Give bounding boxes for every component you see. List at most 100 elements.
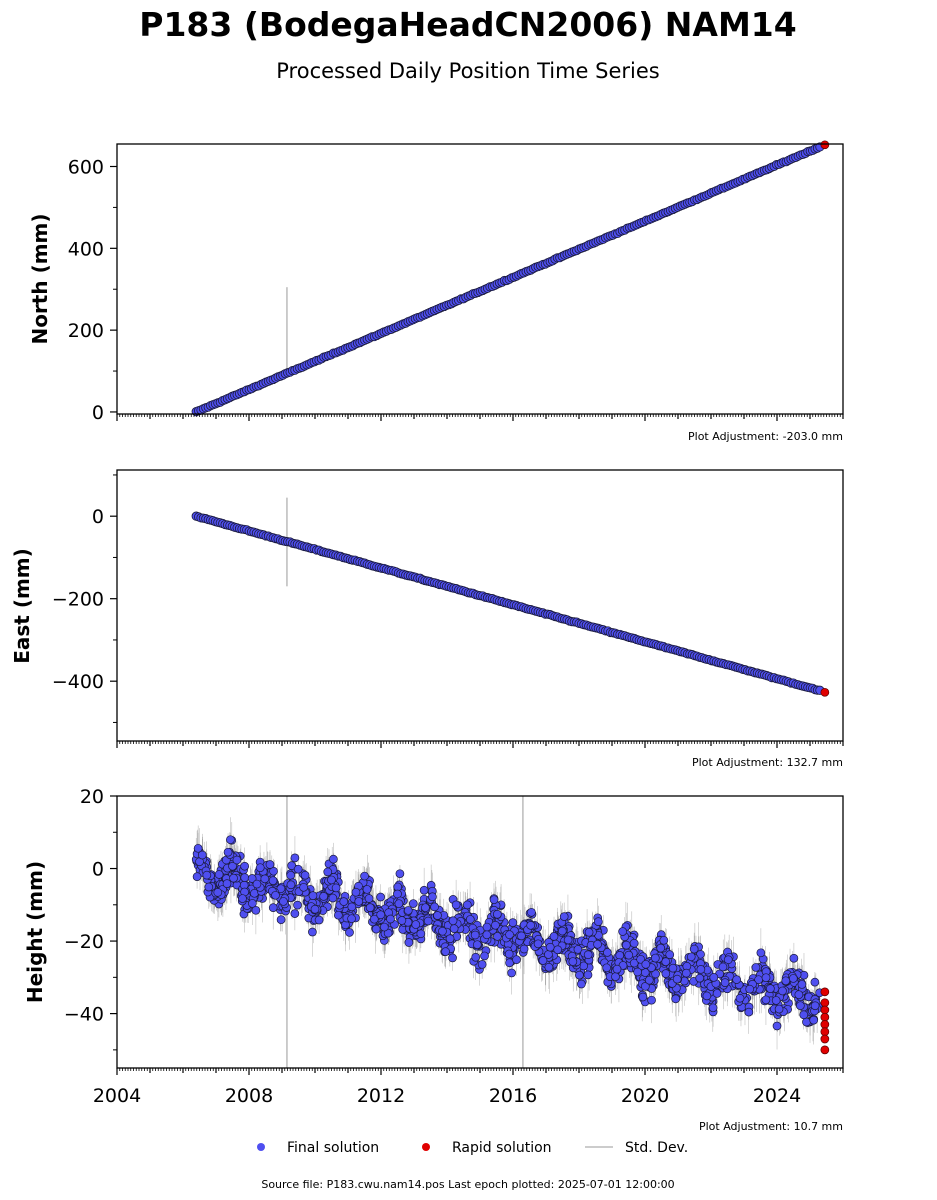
height-final-point xyxy=(386,914,395,924)
height-final-point xyxy=(611,972,620,982)
height-ytick-label: −40 xyxy=(64,1004,104,1026)
legend-stddev-label: Std. Dev. xyxy=(625,1140,688,1156)
height-final-point xyxy=(327,875,336,885)
north-ytick-label: 400 xyxy=(68,238,104,260)
height-final-point xyxy=(376,910,386,920)
height-rapid-point xyxy=(820,1034,830,1044)
height-final-point xyxy=(686,952,696,962)
height-final-point xyxy=(756,948,766,958)
height-final-point xyxy=(448,916,458,926)
height-final-point xyxy=(723,955,733,965)
xtick-label: 2020 xyxy=(621,1085,669,1107)
height-final-point xyxy=(279,897,288,906)
height-final-point xyxy=(689,944,699,954)
height-ytick-label: 20 xyxy=(80,786,104,808)
legend-final-label: Final solution xyxy=(287,1140,379,1156)
height-final-point xyxy=(204,882,214,892)
height-final-point xyxy=(659,935,669,945)
height-final-point xyxy=(448,953,457,963)
height-final-point xyxy=(433,911,442,920)
height-final-point xyxy=(214,870,224,879)
height-final-point xyxy=(441,947,450,956)
height-final-point xyxy=(470,930,480,940)
height-final-point xyxy=(640,982,650,991)
height-final-point xyxy=(810,977,820,987)
height-final-point xyxy=(583,950,593,960)
height-final-point xyxy=(364,894,374,903)
height-final-point xyxy=(428,892,437,902)
height-final-point xyxy=(641,959,651,969)
height-final-point xyxy=(702,991,712,1001)
height-final-point xyxy=(544,950,553,959)
height-final-point xyxy=(472,940,482,950)
height-final-point xyxy=(293,864,303,874)
height-final-point xyxy=(489,895,499,905)
height-final-point xyxy=(751,963,761,972)
height-final-point xyxy=(517,931,526,941)
east-ytick-label: −400 xyxy=(52,671,104,693)
north-panel: North (mm) Plot Adjustment: -203.0 mm 0 2… xyxy=(28,140,844,443)
height-final-point xyxy=(797,980,807,989)
height-final-point xyxy=(781,976,791,986)
north-y-label: North (mm) xyxy=(28,213,52,344)
height-adjustment: Plot Adjustment: 10.7 mm xyxy=(699,1120,843,1133)
height-rapid-point xyxy=(820,1020,830,1029)
height-final-point xyxy=(665,950,675,960)
height-final-point xyxy=(411,920,421,929)
height-final-point xyxy=(695,973,705,983)
height-panel: Height (mm) Plot Adjustment: 10.7 mm −40… xyxy=(23,786,844,1133)
height-final-point xyxy=(545,942,555,952)
height-final-point xyxy=(720,978,730,987)
xtick-label: 2004 xyxy=(93,1085,141,1107)
xtick-label: 2012 xyxy=(357,1085,405,1107)
height-rapid-point xyxy=(820,1005,830,1015)
east-adjustment: Plot Adjustment: 132.7 mm xyxy=(692,756,843,769)
height-final-point xyxy=(647,995,656,1005)
height-final-point xyxy=(379,922,389,932)
height-final-point xyxy=(745,984,755,994)
height-final-point xyxy=(314,915,324,925)
height-final-point xyxy=(323,867,333,877)
height-final-point xyxy=(403,906,413,915)
east-ytick-label: 0 xyxy=(92,506,104,528)
height-final-point xyxy=(603,948,612,957)
height-final-point xyxy=(419,885,429,895)
height-final-point xyxy=(238,894,247,903)
height-final-point xyxy=(761,973,771,983)
xtick-label: 2008 xyxy=(225,1085,273,1107)
height-final-point xyxy=(286,870,296,880)
height-final-point xyxy=(774,1004,784,1014)
height-final-point xyxy=(661,969,671,978)
height-rapid-point xyxy=(820,1012,830,1022)
height-final-point xyxy=(300,870,310,880)
height-final-point xyxy=(671,994,681,1004)
height-final-point xyxy=(471,952,481,962)
height-final-point xyxy=(492,909,502,919)
height-final-point xyxy=(636,954,645,964)
height-final-point xyxy=(795,1001,805,1011)
height-final-point xyxy=(268,876,278,885)
height-final-point xyxy=(308,927,317,937)
height-final-point xyxy=(397,916,407,925)
height-final-point xyxy=(778,986,787,996)
height-final-point xyxy=(526,920,536,930)
height-final-point xyxy=(408,899,418,908)
height-final-point xyxy=(423,916,433,926)
legend: Final solution Rapid solution Std. Dev. xyxy=(257,1140,688,1156)
height-final-point xyxy=(549,932,559,941)
height-final-point xyxy=(789,953,799,963)
height-final-point xyxy=(293,900,302,910)
height-final-point xyxy=(508,918,518,927)
height-final-point xyxy=(621,940,631,950)
north-ytick-label: 200 xyxy=(68,320,104,342)
height-final-point xyxy=(271,890,280,900)
height-final-point xyxy=(197,850,207,860)
height-final-point xyxy=(287,861,296,870)
height-final-point xyxy=(788,974,798,983)
height-final-point xyxy=(656,943,666,953)
height-final-point xyxy=(347,914,356,924)
height-final-point xyxy=(308,891,318,901)
north-rapid-point xyxy=(820,140,830,150)
height-final-point xyxy=(810,1001,820,1011)
